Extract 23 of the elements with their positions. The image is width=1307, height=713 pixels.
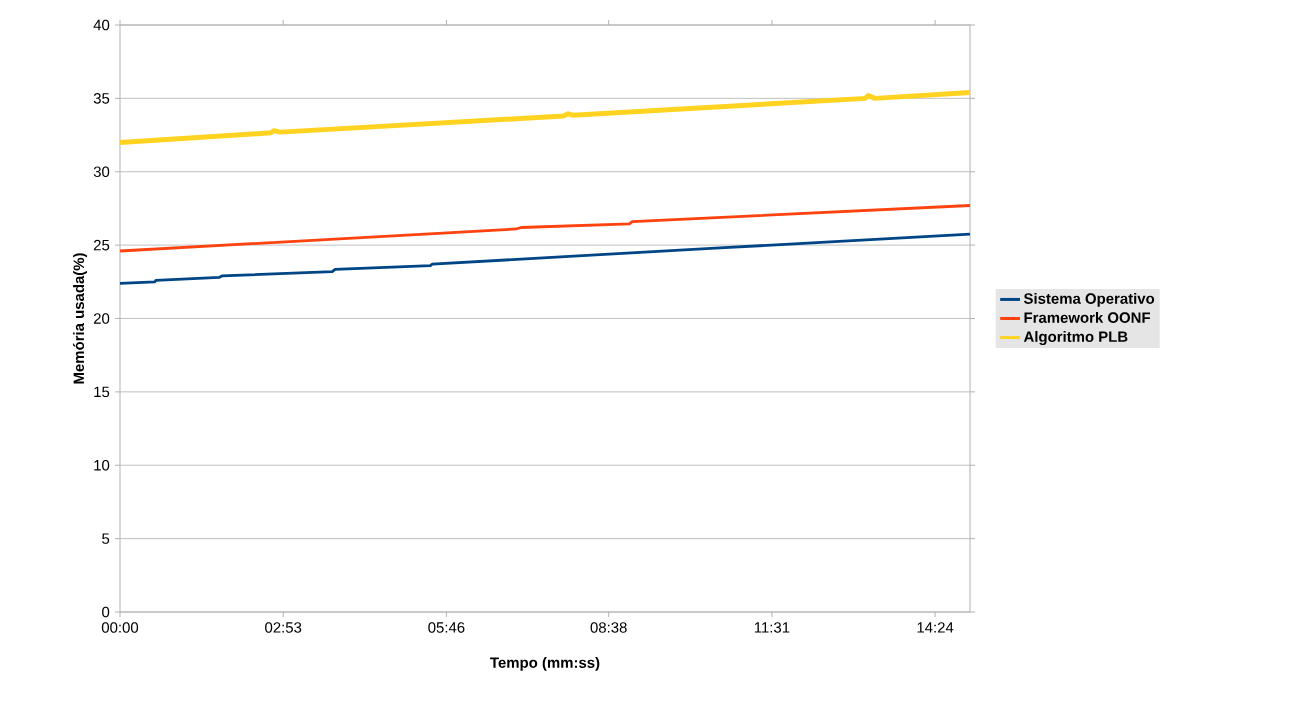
y-tick-label: 35 [93,93,110,104]
line-series [118,204,972,253]
legend-label: Framework OONF [1024,311,1151,323]
y-tick-label: 10 [94,459,110,471]
line-series [118,232,972,285]
y-tick-label: 5 [102,533,110,544]
line-series [117,90,973,145]
x-axis-title: Tempo (mm:ss) [490,656,600,671]
y-tick-label: 20 [93,313,110,324]
y-tick-label: 25 [93,239,110,251]
legend-label: Sistema Operativo [1023,292,1155,307]
y-tick-label: 40 [93,19,110,31]
x-tick-label: 11:31 [754,622,790,633]
y-tick-label: 15 [94,386,110,398]
y-axis-title: Memória usada(%) [72,253,88,384]
y-tick-label: 30 [93,166,110,178]
x-tick-label: 14:24 [917,622,954,633]
x-tick-label: 05:46 [428,622,465,633]
y-tick-label: 0 [102,606,110,618]
x-tick-label: 08:38 [590,622,627,633]
x-tick-label: 00:00 [101,622,139,633]
legend-label: Algoritmo PLB [1023,331,1128,346]
x-tick-label: 02:53 [265,622,302,633]
